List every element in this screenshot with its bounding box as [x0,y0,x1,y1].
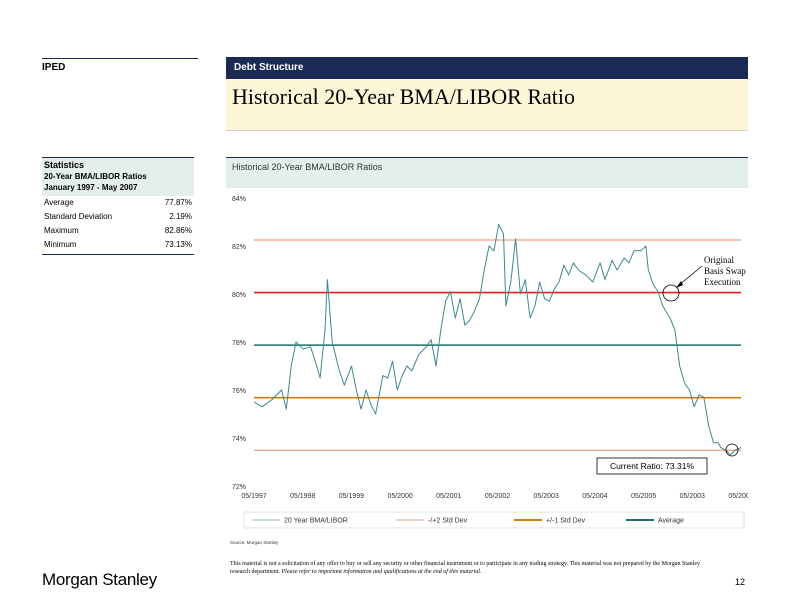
y-tick-label: 84% [232,196,246,203]
legend-box [243,511,745,529]
y-tick-label: 72% [232,484,246,491]
annotation-original-text: Original [704,255,734,265]
stat-row-maximum: Maximum 82.86% [42,224,194,238]
stat-value: 77.87% [164,198,192,207]
statistics-table: Statistics 20-Year BMA/LIBOR Ratios Janu… [42,157,194,255]
x-tick-label: 05/2000 [387,493,412,500]
chart-header-band [226,157,748,188]
stat-value: 73.13% [164,240,192,249]
stat-value: 82.86% [164,226,192,235]
series-line-bma-libor [253,223,742,456]
stat-label: Average [44,198,74,207]
section-left-label: IPED [42,62,66,73]
left-header-rule [42,58,198,59]
x-tick-label: 05/1997 [241,493,266,500]
annotation-circle-original [662,284,680,302]
stat-row-std-dev: Standard Deviation 2.19% [42,210,194,224]
annotation-arrowhead [676,281,683,288]
x-tick-label: 05/2001 [436,493,461,500]
ratio-line-chart: 72% 74% 76% 78% 80% 82% 84% 05/1997 05/1998 05/19… [232,196,748,529]
legend-label: 20 Year BMA/LIBOR [284,518,348,525]
y-tick-label: 78% [232,340,246,347]
y-tick-label: 76% [232,388,246,395]
disclaimer-italic: Please refer to important information an… [281,569,482,575]
section-right-label: Debt Structure [234,62,304,73]
annotation-circle-current [725,443,739,457]
disclaimer-text: This material is not a solicitation of a… [230,561,700,575]
source-note: Source: Morgan Stanley [230,540,279,545]
stat-label: Standard Deviation [44,212,113,221]
x-tick-label: 05/2003 [680,493,705,500]
statistics-bottom-rule [42,252,194,255]
annotation-original-text: Execution [704,277,741,287]
stat-row-average: Average 77.87% [42,196,194,210]
y-tick-label: 80% [232,292,246,299]
legend-label: +/-1 Std Dev [546,518,586,525]
x-tick-label: 05/1999 [339,493,364,500]
x-tick-label: 05/2003 [534,493,559,500]
disclaimer: This material is not a solicitation of a… [230,560,710,576]
section-header-bar [226,57,748,79]
x-tick-label: 05/2005 [631,493,656,500]
page-title: Historical 20-Year BMA/LIBOR Ratio [232,84,576,109]
stat-value: 2.19% [169,212,192,221]
stat-label: Maximum [44,226,79,235]
annotation-current-text: Current Ratio: 73.31% [610,461,695,471]
x-tick-label: 05/2004 [582,493,607,500]
statistics-header: Statistics 20-Year BMA/LIBOR Ratios Janu… [42,157,194,196]
annotation-current-box [596,457,708,475]
brand-logo: Morgan Stanley [42,570,157,589]
statistics-title: Statistics [44,160,85,170]
title-band [226,80,748,131]
y-tick-label: 82% [232,244,246,251]
page-number: 12 [735,577,746,587]
legend-label: -/+2 Std Dev [428,518,468,525]
x-tick-label: 05/2007 [728,493,748,500]
y-tick-label: 74% [232,436,246,443]
chart-title: Historical 20-Year BMA/LIBOR Ratios [232,162,383,172]
legend-label: Average [658,518,684,525]
x-tick-label: 05/1998 [290,493,315,500]
x-tick-label: 05/2002 [485,493,510,500]
annotation-original-text: Basis Swap [704,266,746,276]
statistics-subtitle: 20-Year BMA/LIBOR Ratios [44,172,147,181]
stat-label: Minimum [44,240,77,249]
stat-row-minimum: Minimum 73.13% [42,238,194,252]
statistics-period: January 1997 - May 2007 [44,183,138,192]
annotation-arrow [677,265,703,287]
